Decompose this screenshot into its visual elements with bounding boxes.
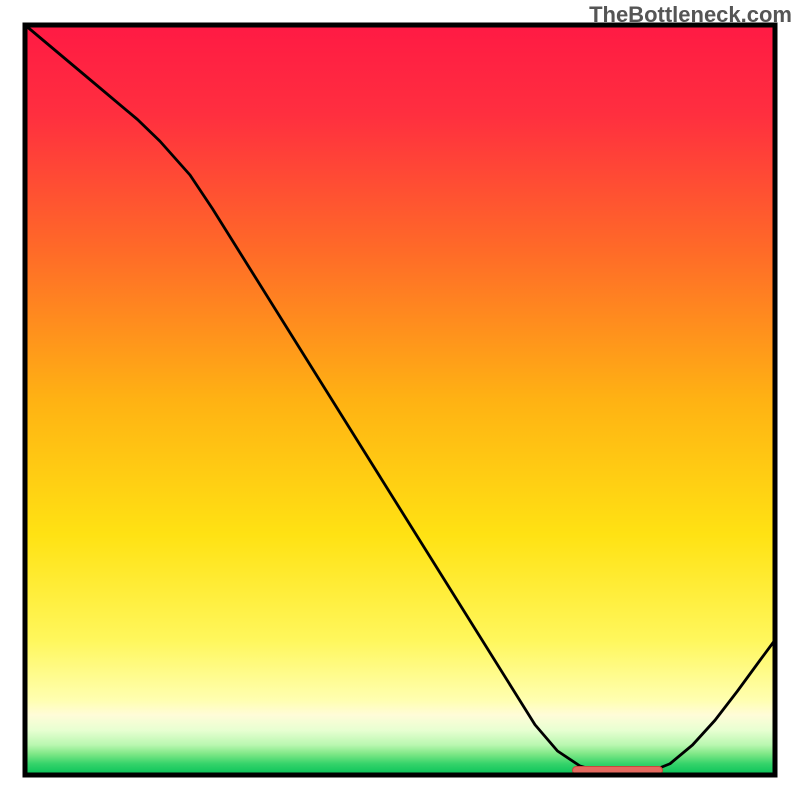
watermark-text: TheBottleneck.com	[589, 2, 792, 28]
plot-background	[25, 25, 775, 775]
chart-container: TheBottleneck.com	[0, 0, 800, 800]
chart-svg	[0, 0, 800, 800]
